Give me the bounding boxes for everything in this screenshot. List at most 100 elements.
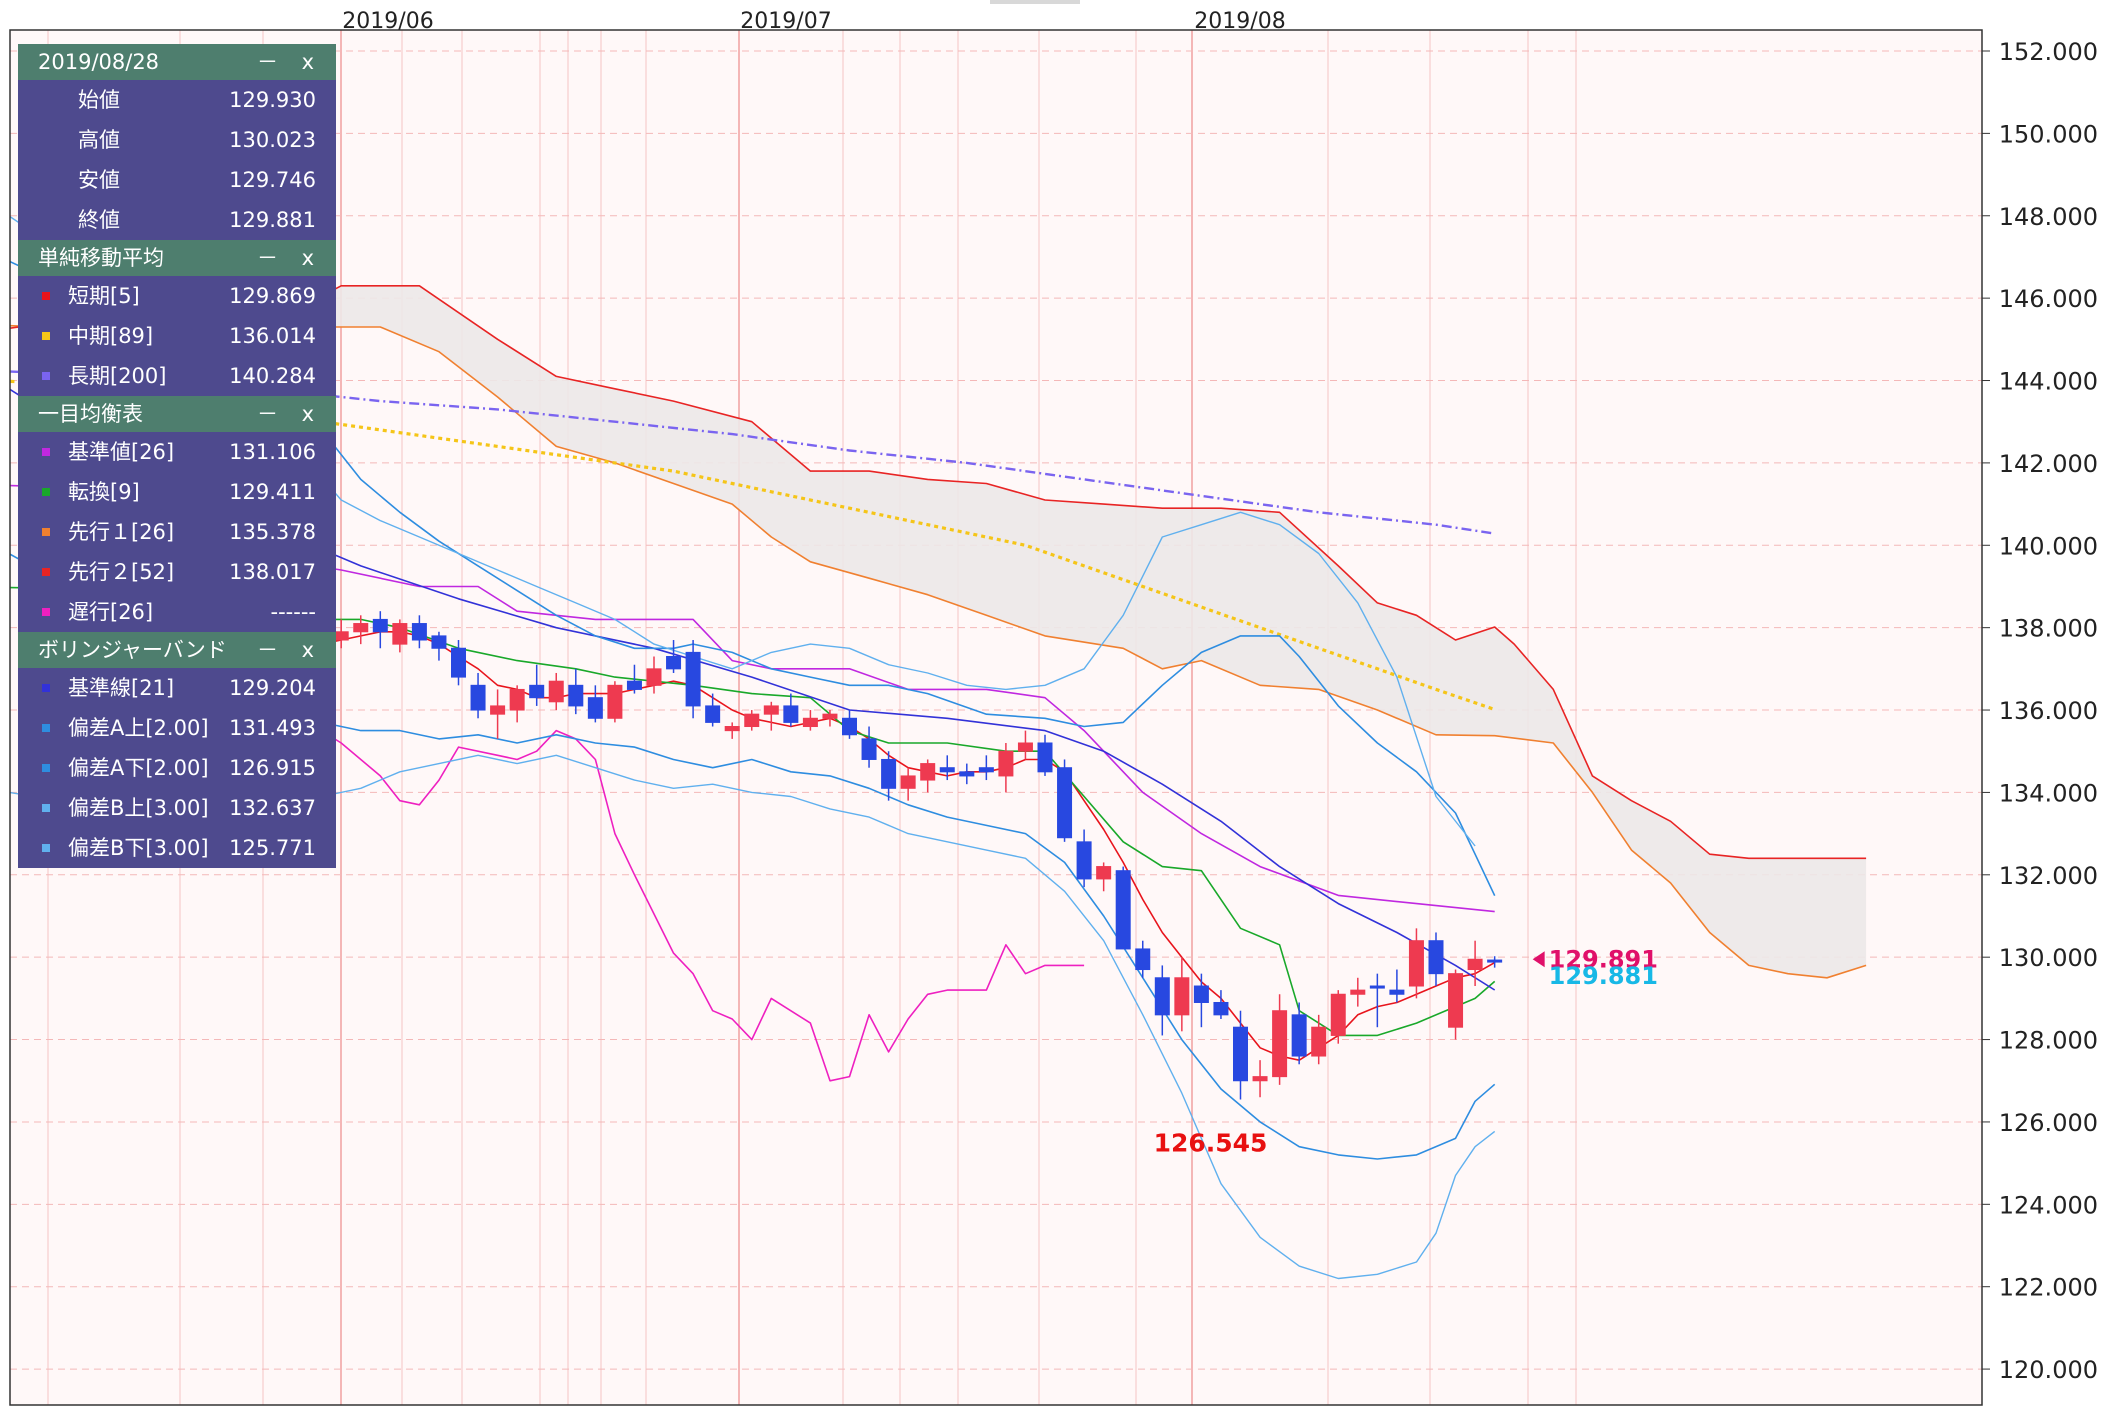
candle	[881, 751, 897, 801]
candle	[666, 640, 682, 673]
candle-body	[626, 680, 642, 690]
panel-body: 基準値[26] 131.106 転換[9] 129.411 先行１[26] 135.378…	[18, 432, 336, 632]
candle-body	[822, 713, 838, 719]
candles	[255, 611, 1503, 1100]
legend-swatch	[42, 372, 50, 380]
candle	[626, 664, 642, 694]
candle	[1487, 956, 1503, 968]
candle	[372, 611, 388, 649]
candle-body	[1154, 977, 1170, 1016]
panel-row-value: 129.930	[229, 88, 316, 112]
y-tick-label: 136.000	[1999, 697, 2098, 725]
candle-body	[1467, 958, 1483, 971]
candle	[705, 693, 721, 727]
legend-swatch	[42, 764, 50, 772]
panel-row: 基準値[26] 131.106	[18, 432, 336, 472]
candle-body	[1252, 1076, 1268, 1082]
top-scroll-tab[interactable]	[990, 0, 1080, 4]
candle-body	[998, 750, 1014, 777]
minimize-button[interactable]: －	[257, 402, 278, 426]
panel-row-label: 安値	[78, 168, 120, 192]
panel-row: 終値 129.881	[18, 200, 336, 240]
panel-row: 偏差B下[3.00] 125.771	[18, 828, 336, 868]
candle	[1272, 994, 1288, 1085]
candle	[1037, 734, 1053, 776]
series-line-1	[10, 379, 1496, 712]
candle	[1193, 973, 1209, 1028]
candle-body	[1369, 985, 1385, 989]
close-button[interactable]: x	[301, 402, 314, 426]
candle	[587, 685, 603, 723]
panel-row: 偏差A上[2.00] 131.493	[18, 708, 336, 748]
panel-body: 始値 129.930 高値 130.023 安値 129.746 終値 129.881	[18, 80, 336, 240]
candle-body	[1017, 742, 1033, 752]
candle-body	[607, 684, 623, 719]
candle-body	[1213, 1001, 1229, 1016]
close-button[interactable]: x	[301, 638, 314, 662]
panel-row-label: 偏差A上[2.00]	[68, 716, 209, 740]
candle-body	[1193, 985, 1209, 1003]
candle-body	[1389, 989, 1405, 995]
close-button[interactable]: x	[301, 50, 314, 74]
leading-span-b-line	[10, 284, 1867, 860]
candle-body	[1428, 940, 1444, 975]
panel-row-value: 129.204	[229, 676, 316, 700]
cloud-fill	[10, 285, 1867, 978]
candle-body	[1037, 742, 1053, 773]
panel-row: 先行２[52] 138.017	[18, 552, 336, 592]
candle	[1233, 1010, 1248, 1100]
leading-span-a-line	[10, 324, 1867, 979]
close-button[interactable]: x	[301, 246, 314, 270]
minimize-button[interactable]: －	[257, 246, 278, 270]
minimize-button[interactable]: －	[257, 50, 278, 74]
legend-swatch	[42, 608, 50, 616]
candle-body	[861, 738, 877, 760]
candle	[1350, 977, 1366, 1007]
candle-body	[783, 705, 799, 723]
candle	[1252, 1060, 1268, 1098]
panel-row: 遅行[26] ------	[18, 592, 336, 632]
panel-row-value: 132.637	[229, 796, 316, 820]
panel-row-label: 基準線[21]	[68, 676, 175, 700]
candle-body	[529, 684, 545, 699]
candle	[1428, 932, 1444, 987]
candle-body	[744, 713, 760, 728]
candle-body	[1096, 866, 1112, 880]
candle	[353, 615, 369, 645]
legend-swatch	[42, 488, 50, 496]
candle-body	[1408, 940, 1424, 987]
panel-header: ボリンジャーバンド － x	[18, 632, 336, 668]
candle-body	[451, 647, 466, 678]
candle	[1408, 928, 1424, 999]
candle-body	[1311, 1026, 1327, 1057]
panel-row-value: 131.106	[229, 440, 316, 464]
y-tick-label: 146.000	[1999, 285, 2098, 313]
candle	[842, 710, 857, 739]
candle-body	[1174, 977, 1190, 1016]
panel-row-label: 偏差A下[2.00]	[68, 756, 209, 780]
panel-row: 基準線[21] 129.204	[18, 668, 336, 708]
panel-body: 基準線[21] 129.204 偏差A上[2.00] 131.493 偏差A下[2.00…	[18, 668, 336, 868]
y-tick-label: 122.000	[1999, 1274, 2098, 1302]
candle-body	[666, 655, 682, 670]
panel-row-value: 129.869	[229, 284, 316, 308]
panel-row-value: 131.493	[229, 716, 316, 740]
y-tick-label: 152.000	[1999, 38, 2098, 66]
candle	[646, 656, 662, 694]
candle	[1311, 1014, 1327, 1065]
candle-body	[411, 623, 427, 641]
panel-row: 先行１[26] 135.378	[18, 512, 336, 552]
candle	[920, 759, 936, 793]
candle	[744, 710, 760, 731]
panel-title: ボリンジャーバンド	[38, 638, 227, 662]
panel-row-value: ------	[270, 600, 316, 624]
candle-body	[646, 668, 662, 686]
panel-row-label: 長期[200]	[68, 364, 167, 388]
candle	[998, 742, 1014, 793]
candle	[1330, 990, 1346, 1044]
minimize-button[interactable]: －	[257, 638, 278, 662]
panel-row-value: 138.017	[229, 560, 316, 584]
candle	[392, 619, 408, 653]
